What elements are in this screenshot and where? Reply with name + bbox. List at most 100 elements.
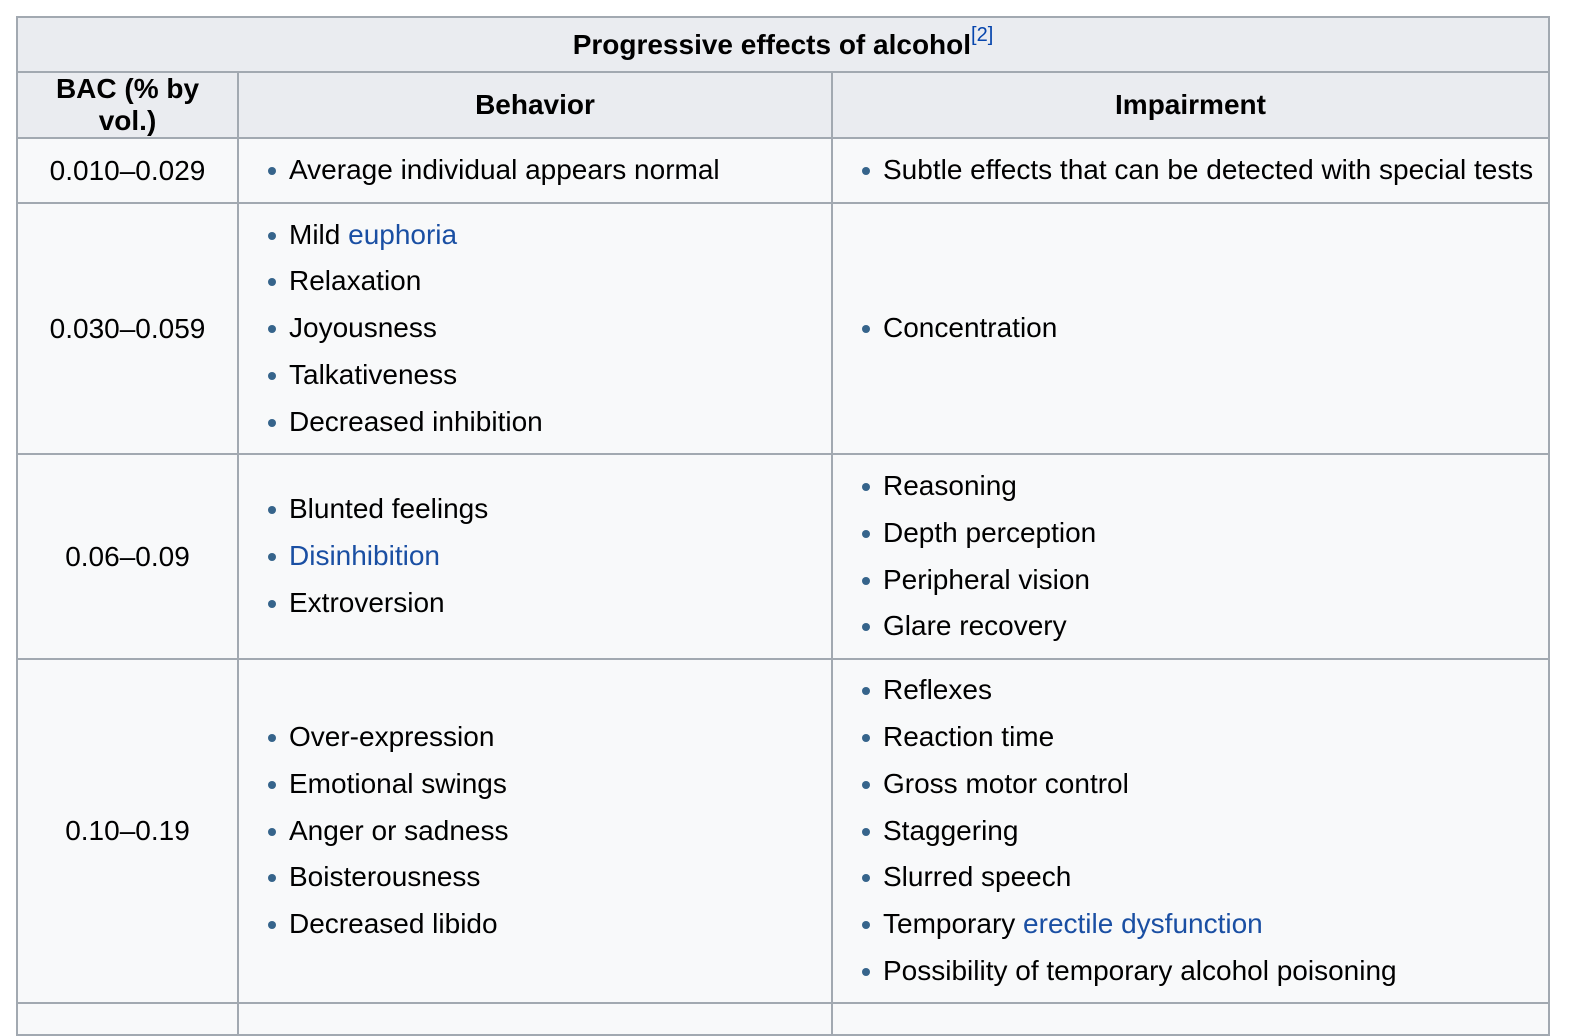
bullet-icon [862, 967, 870, 976]
list-item-text: Joyousness [289, 312, 437, 344]
list-item-text: Reflexes [883, 674, 992, 706]
bullet-icon [862, 734, 870, 742]
list-item-text: Extroversion [289, 586, 445, 618]
list-item-text: Staggering [883, 814, 1019, 846]
header-behavior: Behavior [237, 71, 833, 139]
header-impairment: Impairment [831, 71, 1550, 139]
alcohol-effects-table: Progressive effects of alcohol[2] BAC (%… [16, 16, 1550, 1036]
behavior-cell: Average individual appears normal [237, 137, 833, 204]
bullet-icon [268, 734, 276, 742]
list-item: Extroversion [263, 580, 817, 627]
list-item: Temporary erectile dysfunction [857, 901, 1534, 948]
table-title: Progressive effects of alcohol[2] [16, 16, 1550, 73]
list-item-text: Emotional swings [289, 767, 507, 799]
behavior-list: Blunted feelings Disinhibition Extroversio… [253, 486, 817, 626]
list-item: Talkativeness [263, 352, 817, 399]
behavior-cell: Blunted feelings Disinhibition Extroversio… [237, 453, 833, 660]
table-title-text: Progressive effects of alcohol [572, 28, 972, 60]
list-item-text: Temporary [883, 908, 1024, 940]
list-item: Emotional swings [263, 761, 817, 808]
wiki-link[interactable]: erectile dysfunction [1023, 908, 1263, 940]
bac-cell: 0.010–0.029 [16, 137, 239, 204]
table-row: 0.06–0.09 Blunted feelings Disinhibition E… [16, 453, 1550, 660]
bullet-icon [862, 874, 870, 883]
list-item-text: Talkativeness [289, 358, 458, 390]
list-item: Slurred speech [857, 854, 1534, 901]
list-item: Concentration [857, 305, 1534, 352]
list-item: Average individual appears normal [263, 147, 817, 194]
list-item: Glare recovery [857, 603, 1534, 650]
bullet-icon [268, 418, 276, 427]
list-item: Reasoning [857, 463, 1534, 510]
behavior-cell [237, 1002, 833, 1036]
list-item-text: Blunted feelings [289, 493, 489, 525]
list-item-text: Concentration [883, 312, 1058, 344]
list-item: Disinhibition [263, 533, 817, 580]
impairment-cell: Concentration [831, 202, 1550, 455]
list-item-text: Depth perception [883, 516, 1097, 548]
list-item: Relaxation [263, 258, 817, 305]
list-item-text: Glare recovery [883, 610, 1067, 642]
list-item: Reflexes [857, 667, 1534, 714]
table-row: 0.030–0.059 Mild euphoria Relaxation Joyou… [16, 202, 1550, 455]
list-item-text: Relaxation [289, 265, 422, 297]
behavior-cell: Mild euphoria Relaxation Joyousness Talkati… [237, 202, 833, 455]
bullet-icon [862, 623, 870, 632]
behavior-list: Average individual appears normal [253, 147, 817, 194]
bac-cell [16, 1002, 239, 1036]
list-item-text: Possibility of temporary alcohol poisoni… [883, 954, 1397, 986]
list-item: Anger or sadness [263, 808, 817, 855]
list-item: Reaction time [857, 714, 1534, 761]
list-item-text: Boisterousness [289, 861, 481, 893]
behavior-list: Mild euphoria Relaxation Joyousness Talkati… [253, 212, 817, 446]
list-item: Subtle effects that can be detected with… [857, 147, 1534, 194]
list-item: Peripheral vision [857, 557, 1534, 604]
list-item-text: Decreased inhibition [289, 405, 543, 437]
impairment-cell: Subtle effects that can be detected with… [831, 137, 1550, 204]
list-item-text: Peripheral vision [883, 563, 1090, 595]
list-item: Blunted feelings [263, 486, 817, 533]
bullet-icon [268, 921, 276, 930]
list-item-text: Slurred speech [883, 861, 1072, 893]
behavior-cell: Over-expression Emotional swings Anger or … [237, 658, 833, 1004]
table-row: 0.10–0.19 Over-expression Emotional swing… [16, 658, 1550, 1004]
list-item-text: Subtle effects that can be detected with… [883, 154, 1534, 186]
header-bac: BAC (% by vol.) [16, 71, 239, 139]
list-item-text: Anger or sadness [289, 814, 509, 846]
list-item-text: Reaction time [883, 721, 1055, 752]
bullet-icon [862, 482, 870, 491]
bullet-icon [268, 506, 276, 515]
bullet-icon [268, 231, 276, 240]
bullet-icon [268, 874, 276, 883]
reference-link[interactable]: [2] [971, 24, 994, 47]
bullet-icon [862, 576, 870, 585]
bullet-icon [268, 167, 276, 176]
table-row: 0.010–0.029 Average individual appears n… [16, 137, 1550, 204]
list-item: Boisterousness [263, 854, 817, 901]
table-body: 0.010–0.029 Average individual appears n… [16, 137, 1550, 1036]
bullet-icon [268, 599, 276, 608]
impairment-cell [831, 1002, 1550, 1036]
list-item-text: Average individual appears normal [289, 154, 720, 186]
impairment-list: Reflexes Reaction time Gross motor control… [847, 667, 1534, 995]
wiki-link[interactable]: Disinhibition [289, 540, 440, 572]
bullet-icon [862, 921, 870, 930]
bullet-icon [862, 687, 870, 696]
bullet-icon [268, 553, 276, 562]
bullet-icon [862, 529, 870, 538]
table-row-partial [16, 1002, 1550, 1036]
wiki-link[interactable]: euphoria [348, 218, 458, 250]
bullet-icon [862, 167, 870, 176]
list-item-text: Over-expression [289, 721, 495, 752]
bullet-icon [862, 827, 870, 836]
bullet-icon [268, 780, 276, 789]
impairment-cell: Reasoning Depth perception Peripheral visi… [831, 453, 1550, 660]
behavior-list: Over-expression Emotional swings Anger or … [253, 714, 817, 948]
impairment-list: Concentration [847, 305, 1534, 352]
list-item-text: Gross motor control [883, 767, 1129, 799]
list-item-text: Mild [289, 218, 349, 250]
list-item: Possibility of temporary alcohol poisoni… [857, 948, 1534, 995]
bullet-icon [862, 325, 870, 334]
list-item: Decreased libido [263, 901, 817, 948]
list-item-text: Reasoning [883, 469, 1017, 501]
